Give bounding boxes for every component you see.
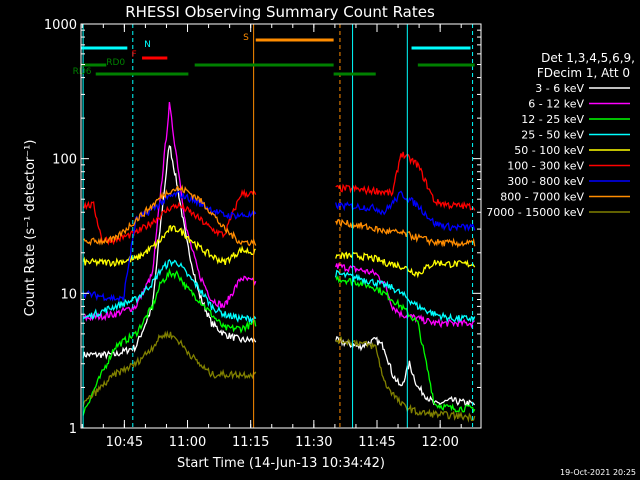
x-tick-label: 12:00 <box>421 435 458 450</box>
date-stamp: 19-Oct-2021 20:25 <box>560 468 636 477</box>
series-line-4 <box>82 225 476 279</box>
y-tick-label: 100 <box>52 153 77 168</box>
y-tick-label: 1000 <box>44 18 77 33</box>
legend-header-2: FDecim 1, Att 0 <box>537 66 630 80</box>
legend-label-4: 50 - 100 keV <box>514 144 584 157</box>
x-tick-label: 11:00 <box>169 435 206 450</box>
series-line-8 <box>82 330 476 423</box>
flag-label-s: S <box>243 33 249 43</box>
legend-label-0: 3 - 6 keV <box>535 82 584 95</box>
x-axis-label: Start Time (14-Jun-13 10:34:42) <box>177 456 385 471</box>
series-line-1 <box>82 102 475 329</box>
x-tick-label: 11:45 <box>358 435 395 450</box>
x-tick-label: 11:15 <box>232 435 269 450</box>
plot-frame <box>80 23 482 429</box>
series-layer <box>82 102 476 423</box>
legend-label-3: 25 - 50 keV <box>521 129 584 142</box>
series-line-2 <box>82 267 476 416</box>
x-tick-label: 10:45 <box>106 435 143 450</box>
legend-layer: 3 - 6 keV 6 - 12 keV 12 - 25 keV 25 - 50 ke… <box>486 82 630 219</box>
legend-label-1: 6 - 12 keV <box>528 98 584 111</box>
flag-label-rd6: RD6 <box>73 67 92 77</box>
legend-label-5: 100 - 300 keV <box>507 160 584 173</box>
flag-label-rd0: RD0 <box>106 58 125 68</box>
axis-layer: 1 10 100 1000 10:45 11:00 11:15 11:30 11:45 12:00 <box>44 18 482 450</box>
legend-label-2: 12 - 25 keV <box>521 113 584 126</box>
legend-header-1: Det 1,3,4,5,6,9, <box>541 51 635 65</box>
legend-label-8: 7000 - 15000 keV <box>486 206 584 219</box>
flag-layer: NF RD0 RD6 S <box>73 24 475 428</box>
y-tick-label: 1 <box>69 422 77 437</box>
y-tick-label: 10 <box>60 287 77 302</box>
flag-label-f: F <box>132 50 137 60</box>
series-line-6 <box>82 190 476 303</box>
flag-label-n: N <box>144 40 151 50</box>
series-line-7 <box>82 184 476 249</box>
y-axis-label: Count Rate (s⁻¹ detector⁻¹) <box>23 140 38 317</box>
legend-label-7: 800 - 7000 keV <box>500 191 584 204</box>
x-tick-label: 11:30 <box>295 435 332 450</box>
series-line-3 <box>82 258 476 324</box>
legend-label-6: 300 - 800 keV <box>507 175 584 188</box>
chart-title: RHESSI Observing Summary Count Rates <box>125 3 435 21</box>
